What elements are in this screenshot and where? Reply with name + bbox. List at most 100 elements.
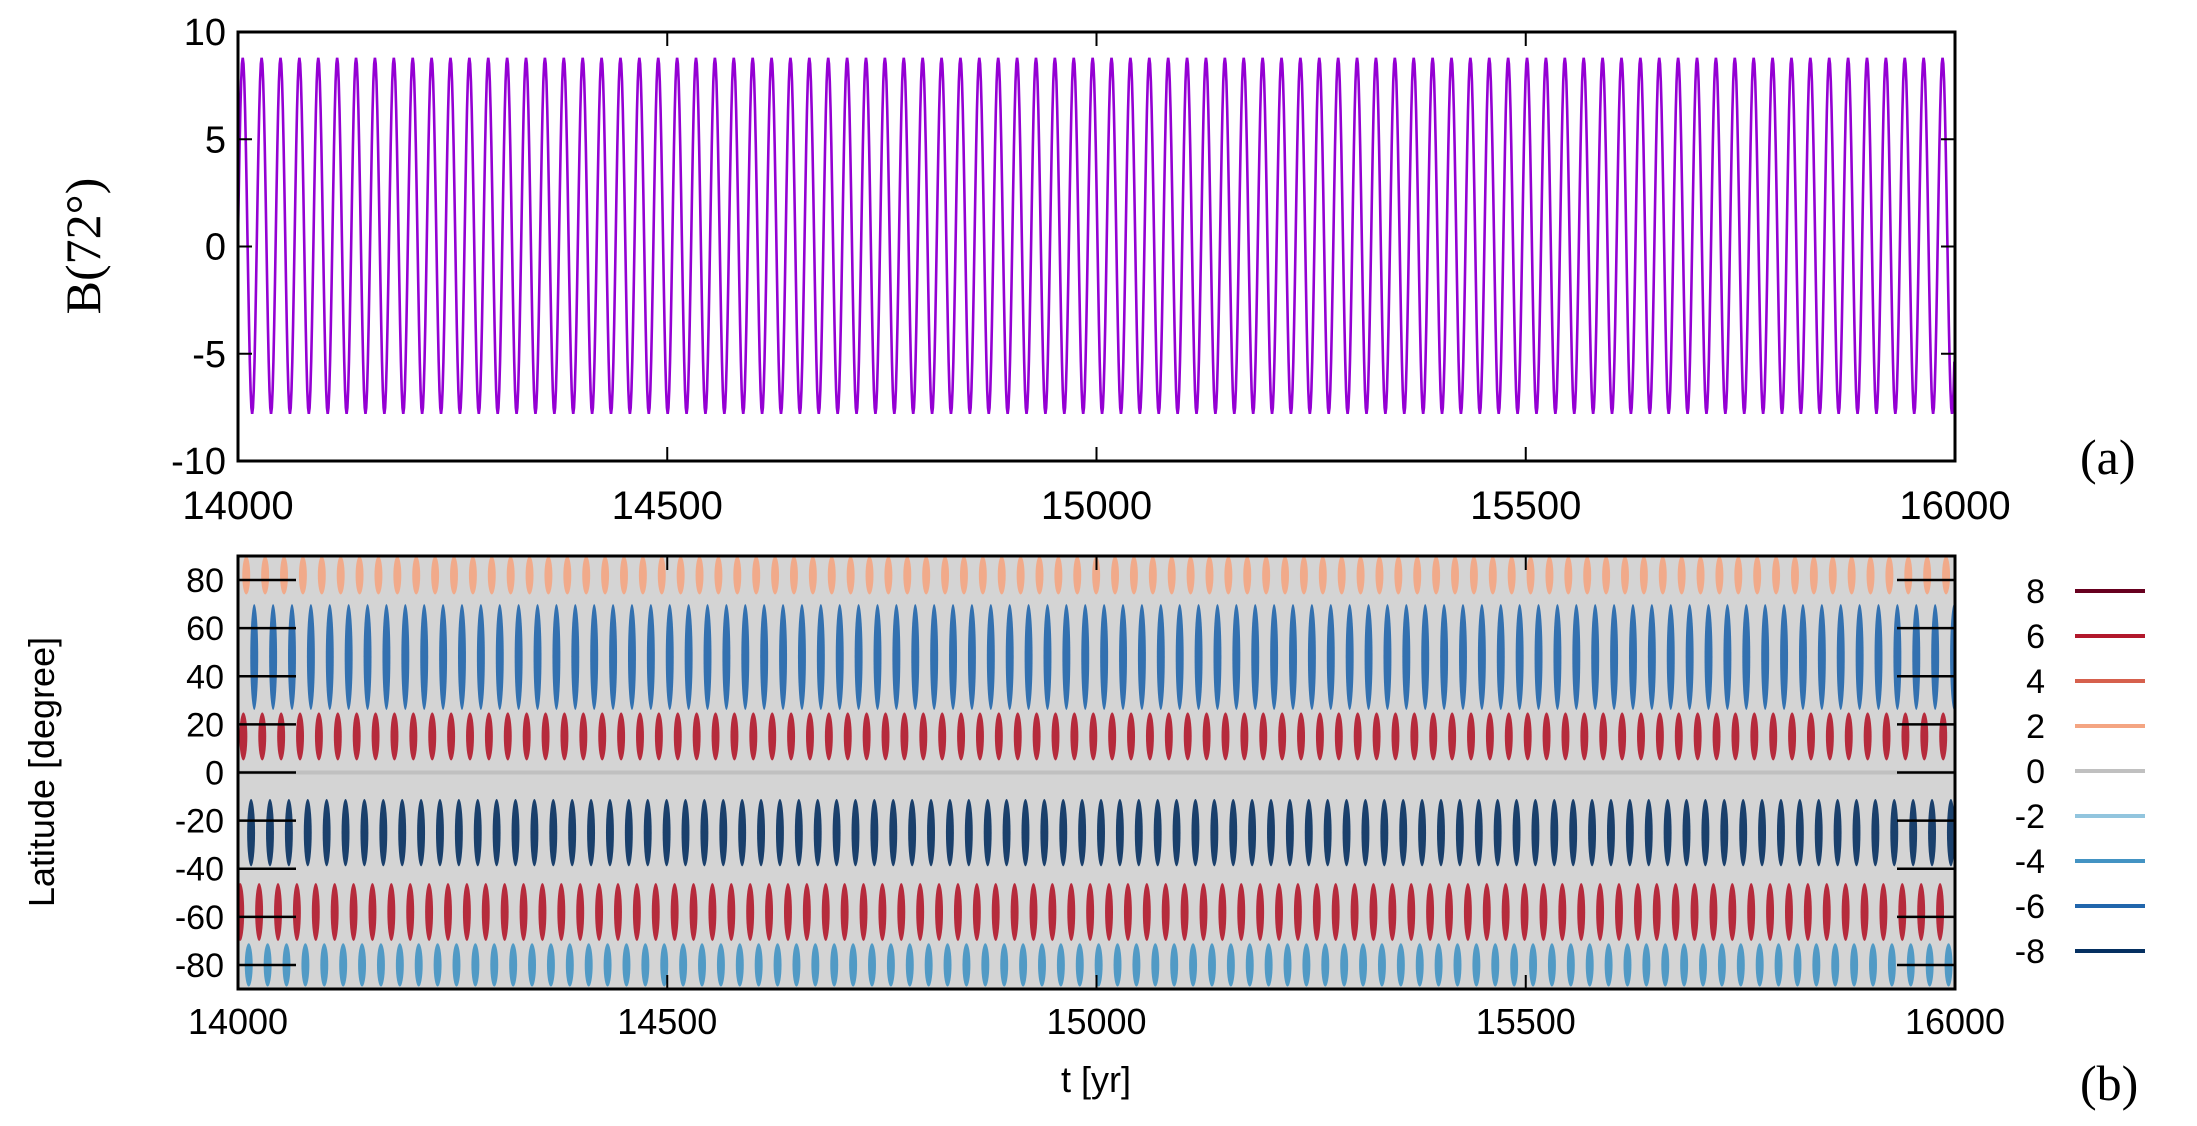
heatmap-cell-band-0 bbox=[336, 556, 345, 595]
heatmap-cell-band-3 bbox=[284, 798, 293, 867]
heatmap-cell-band-4 bbox=[1388, 883, 1397, 941]
heatmap-cell-band-0 bbox=[1451, 556, 1459, 595]
heatmap-cell-band-1 bbox=[1912, 604, 1921, 710]
panel-a-label: (a) bbox=[2080, 429, 2136, 485]
heatmap-cell-band-4 bbox=[1728, 883, 1737, 941]
heatmap-cell-band-3 bbox=[775, 798, 784, 867]
heatmap-cell-band-5 bbox=[981, 943, 990, 987]
heatmap-cell-band-3 bbox=[1966, 799, 1974, 866]
heatmap-cell-band-0 bbox=[506, 556, 515, 595]
heatmap-cell-band-5 bbox=[698, 943, 706, 987]
heatmap-cell-band-2 bbox=[1278, 712, 1287, 761]
heatmap-cell-band-4 bbox=[538, 883, 547, 941]
heatmap-cell-band-4 bbox=[368, 883, 377, 941]
heatmap-cell-band-4 bbox=[1539, 883, 1548, 941]
heatmap-cell-band-1 bbox=[779, 604, 788, 710]
heatmap-cell-band-2 bbox=[617, 712, 626, 761]
heatmap-cell-band-4 bbox=[387, 883, 396, 941]
heatmap-cell-band-4 bbox=[1879, 883, 1888, 941]
heatmap-cell-band-2 bbox=[484, 712, 493, 761]
heatmap-cell-band-4 bbox=[935, 883, 944, 941]
heatmap-cell-band-5 bbox=[301, 943, 310, 987]
heatmap-cell-band-2 bbox=[1485, 712, 1494, 761]
heatmap-cell-band-0 bbox=[1413, 556, 1422, 595]
heatmap-cell-band-0 bbox=[922, 556, 931, 595]
heatmap-cell-band-0 bbox=[657, 556, 666, 595]
heatmap-cell-band-3 bbox=[1739, 798, 1748, 867]
heatmap-cell-band-3 bbox=[568, 798, 577, 867]
heatmap-cell-band-2 bbox=[881, 712, 890, 761]
heatmap-cell-band-5 bbox=[1113, 943, 1122, 987]
heatmap-cell-band-0 bbox=[695, 556, 704, 595]
heatmap-cell-band-5 bbox=[226, 943, 234, 986]
heatmap-cell-band-0 bbox=[752, 556, 761, 595]
heatmap-cell-band-3 bbox=[1342, 798, 1351, 867]
heatmap-cell-band-4 bbox=[708, 883, 717, 941]
heatmap-cell-band-0 bbox=[997, 556, 1006, 595]
heatmap-cell-band-2 bbox=[862, 712, 871, 761]
heatmap-cell-band-5 bbox=[1189, 943, 1198, 987]
heatmap-cell-band-4 bbox=[1690, 883, 1699, 941]
heatmap-cell-band-0 bbox=[1016, 556, 1025, 595]
y-tick-label: 0 bbox=[205, 227, 226, 269]
heatmap-cell-band-0 bbox=[487, 556, 496, 595]
heatmap-cell-band-2 bbox=[390, 712, 399, 761]
heatmap-cell-band-3 bbox=[605, 798, 614, 867]
panel-b: 14000 14500 15000 15500 16000806040200-20-40… bbox=[21, 554, 2145, 1111]
heatmap-cell-band-1 bbox=[382, 604, 391, 710]
heatmap-cell-band-2 bbox=[1958, 712, 1966, 760]
heatmap-cell-band-3 bbox=[1153, 798, 1162, 867]
heatmap-cell-band-2 bbox=[711, 712, 720, 761]
heatmap-cell-band-1 bbox=[1685, 604, 1694, 710]
heatmap-cell-band-2 bbox=[1032, 712, 1041, 761]
heatmap-cell-band-5 bbox=[1170, 943, 1179, 987]
x-tick-label: 15500 bbox=[1476, 1001, 1576, 1042]
heatmap-cell-band-5 bbox=[1208, 943, 1216, 987]
heatmap-cell-band-3 bbox=[1758, 798, 1767, 867]
heatmap-cell-band-3 bbox=[454, 798, 463, 867]
heatmap-cell-band-1 bbox=[835, 604, 844, 710]
heatmap-cell-band-3 bbox=[1493, 798, 1502, 867]
heatmap-cell-band-3 bbox=[266, 798, 274, 867]
heatmap-cell-band-2 bbox=[1939, 712, 1948, 761]
heatmap-cell-band-3 bbox=[1002, 798, 1011, 867]
heatmap-cell-band-3 bbox=[1304, 798, 1313, 867]
heatmap-cell-band-3 bbox=[681, 798, 690, 867]
heatmap-cell-band-4 bbox=[1860, 883, 1869, 941]
heatmap-cell-band-4 bbox=[651, 883, 660, 941]
heatmap-cell-band-2 bbox=[1901, 712, 1910, 761]
heatmap-cell-band-5 bbox=[1566, 943, 1575, 987]
heatmap-cell-band-2 bbox=[296, 712, 304, 761]
heatmap-cell-band-5 bbox=[1793, 943, 1802, 987]
heatmap-cell-band-4 bbox=[727, 883, 736, 941]
heatmap-cell-band-5 bbox=[886, 943, 895, 987]
heatmap-cell-band-4 bbox=[311, 883, 320, 941]
heatmap-cell-band-3 bbox=[1588, 798, 1597, 867]
heatmap-cell-band-3 bbox=[870, 798, 879, 867]
heatmap-cell-band-2 bbox=[1561, 712, 1570, 761]
heatmap-cell-band-0 bbox=[450, 556, 458, 595]
heatmap-cell-band-4 bbox=[1652, 883, 1661, 941]
heatmap-cell-band-1 bbox=[1175, 604, 1184, 710]
heatmap-cell-band-3 bbox=[1323, 798, 1332, 867]
heatmap-cell-band-5 bbox=[1642, 943, 1651, 987]
heatmap-cell-band-3 bbox=[813, 798, 822, 867]
heatmap-cell-band-2 bbox=[258, 712, 267, 761]
heatmap-cell-band-3 bbox=[832, 798, 841, 867]
heatmap-cell-band-5 bbox=[546, 943, 555, 987]
heatmap-cell-band-2 bbox=[843, 712, 852, 761]
heatmap-cell-band-1 bbox=[628, 604, 636, 710]
heatmap-cell-band-2 bbox=[636, 712, 644, 761]
heatmap-cell-band-2 bbox=[1183, 712, 1192, 761]
heatmap-cell-band-1 bbox=[1723, 604, 1732, 710]
panel-a-plot-area bbox=[238, 57, 1955, 414]
heatmap-cell-band-5 bbox=[1680, 943, 1689, 987]
heatmap-cell-band-3 bbox=[1890, 798, 1899, 867]
heatmap-cell-band-1 bbox=[967, 604, 976, 710]
heatmap-cell-band-1 bbox=[1024, 604, 1033, 710]
heatmap-cell-band-4 bbox=[1633, 883, 1642, 941]
heatmap-cell-band-0 bbox=[1734, 556, 1743, 595]
heatmap-cell-band-0 bbox=[1639, 556, 1648, 595]
heatmap-cell-band-3 bbox=[398, 798, 407, 867]
y-tick-label: -80 bbox=[175, 947, 224, 985]
